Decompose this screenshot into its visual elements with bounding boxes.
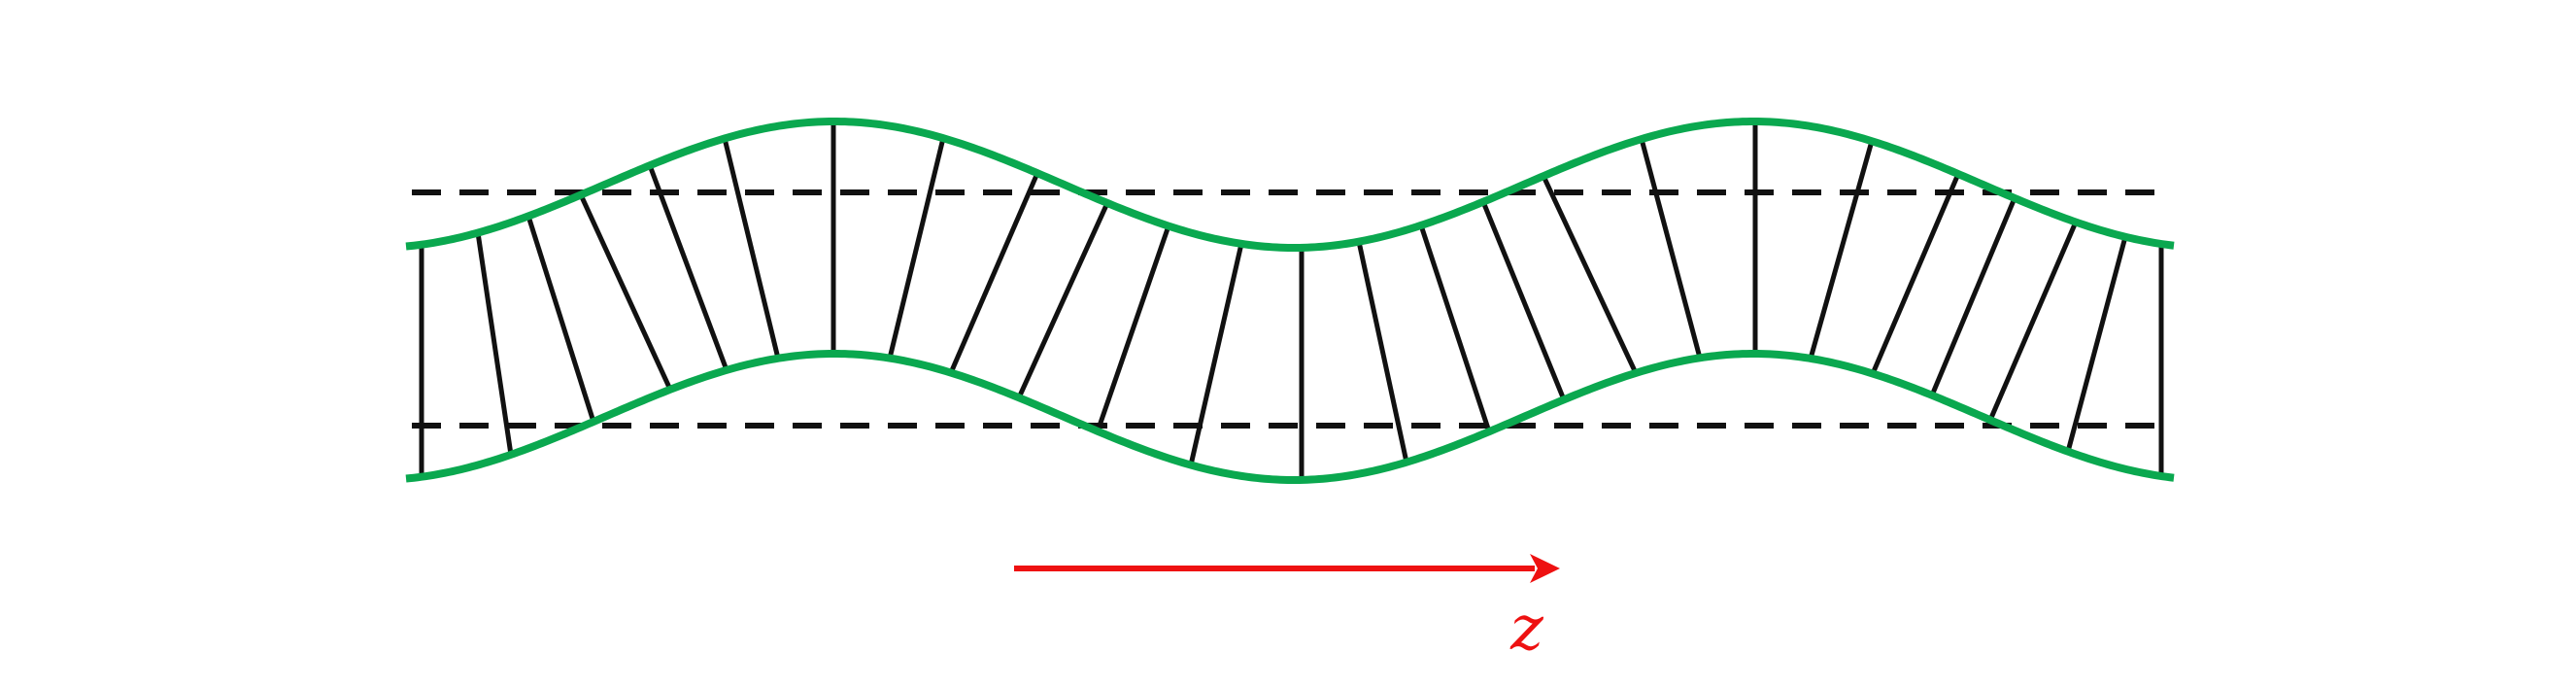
rung-17 [1541, 175, 1639, 374]
rung-3 [525, 215, 596, 423]
rung-4 [578, 193, 673, 391]
reference-lines [412, 189, 2168, 429]
rung-14 [1356, 241, 1409, 464]
rung-8 [887, 137, 946, 360]
rung-21 [1870, 173, 1961, 375]
rung-23 [1987, 221, 2079, 422]
rung-11 [1095, 224, 1171, 432]
rung-15 [1418, 224, 1492, 432]
rung-2 [475, 232, 514, 456]
rung-10 [1016, 201, 1110, 399]
rung-5 [647, 164, 729, 371]
lower-boundary-wave [405, 349, 2175, 484]
rung-20 [1808, 140, 1875, 360]
rung-22 [1929, 196, 2017, 396]
upper-boundary-wave [405, 117, 2175, 252]
rung-12 [1188, 243, 1244, 466]
connecting-rungs [419, 121, 2164, 480]
arrow-head [1530, 554, 1560, 583]
direction-arrow: z [1014, 554, 1560, 665]
z-axis-label: z [1509, 593, 1544, 665]
rung-6 [722, 137, 781, 360]
rung-18 [1639, 138, 1703, 359]
rung-16 [1480, 200, 1567, 401]
rung-24 [2065, 236, 2128, 453]
rung-9 [948, 172, 1040, 374]
